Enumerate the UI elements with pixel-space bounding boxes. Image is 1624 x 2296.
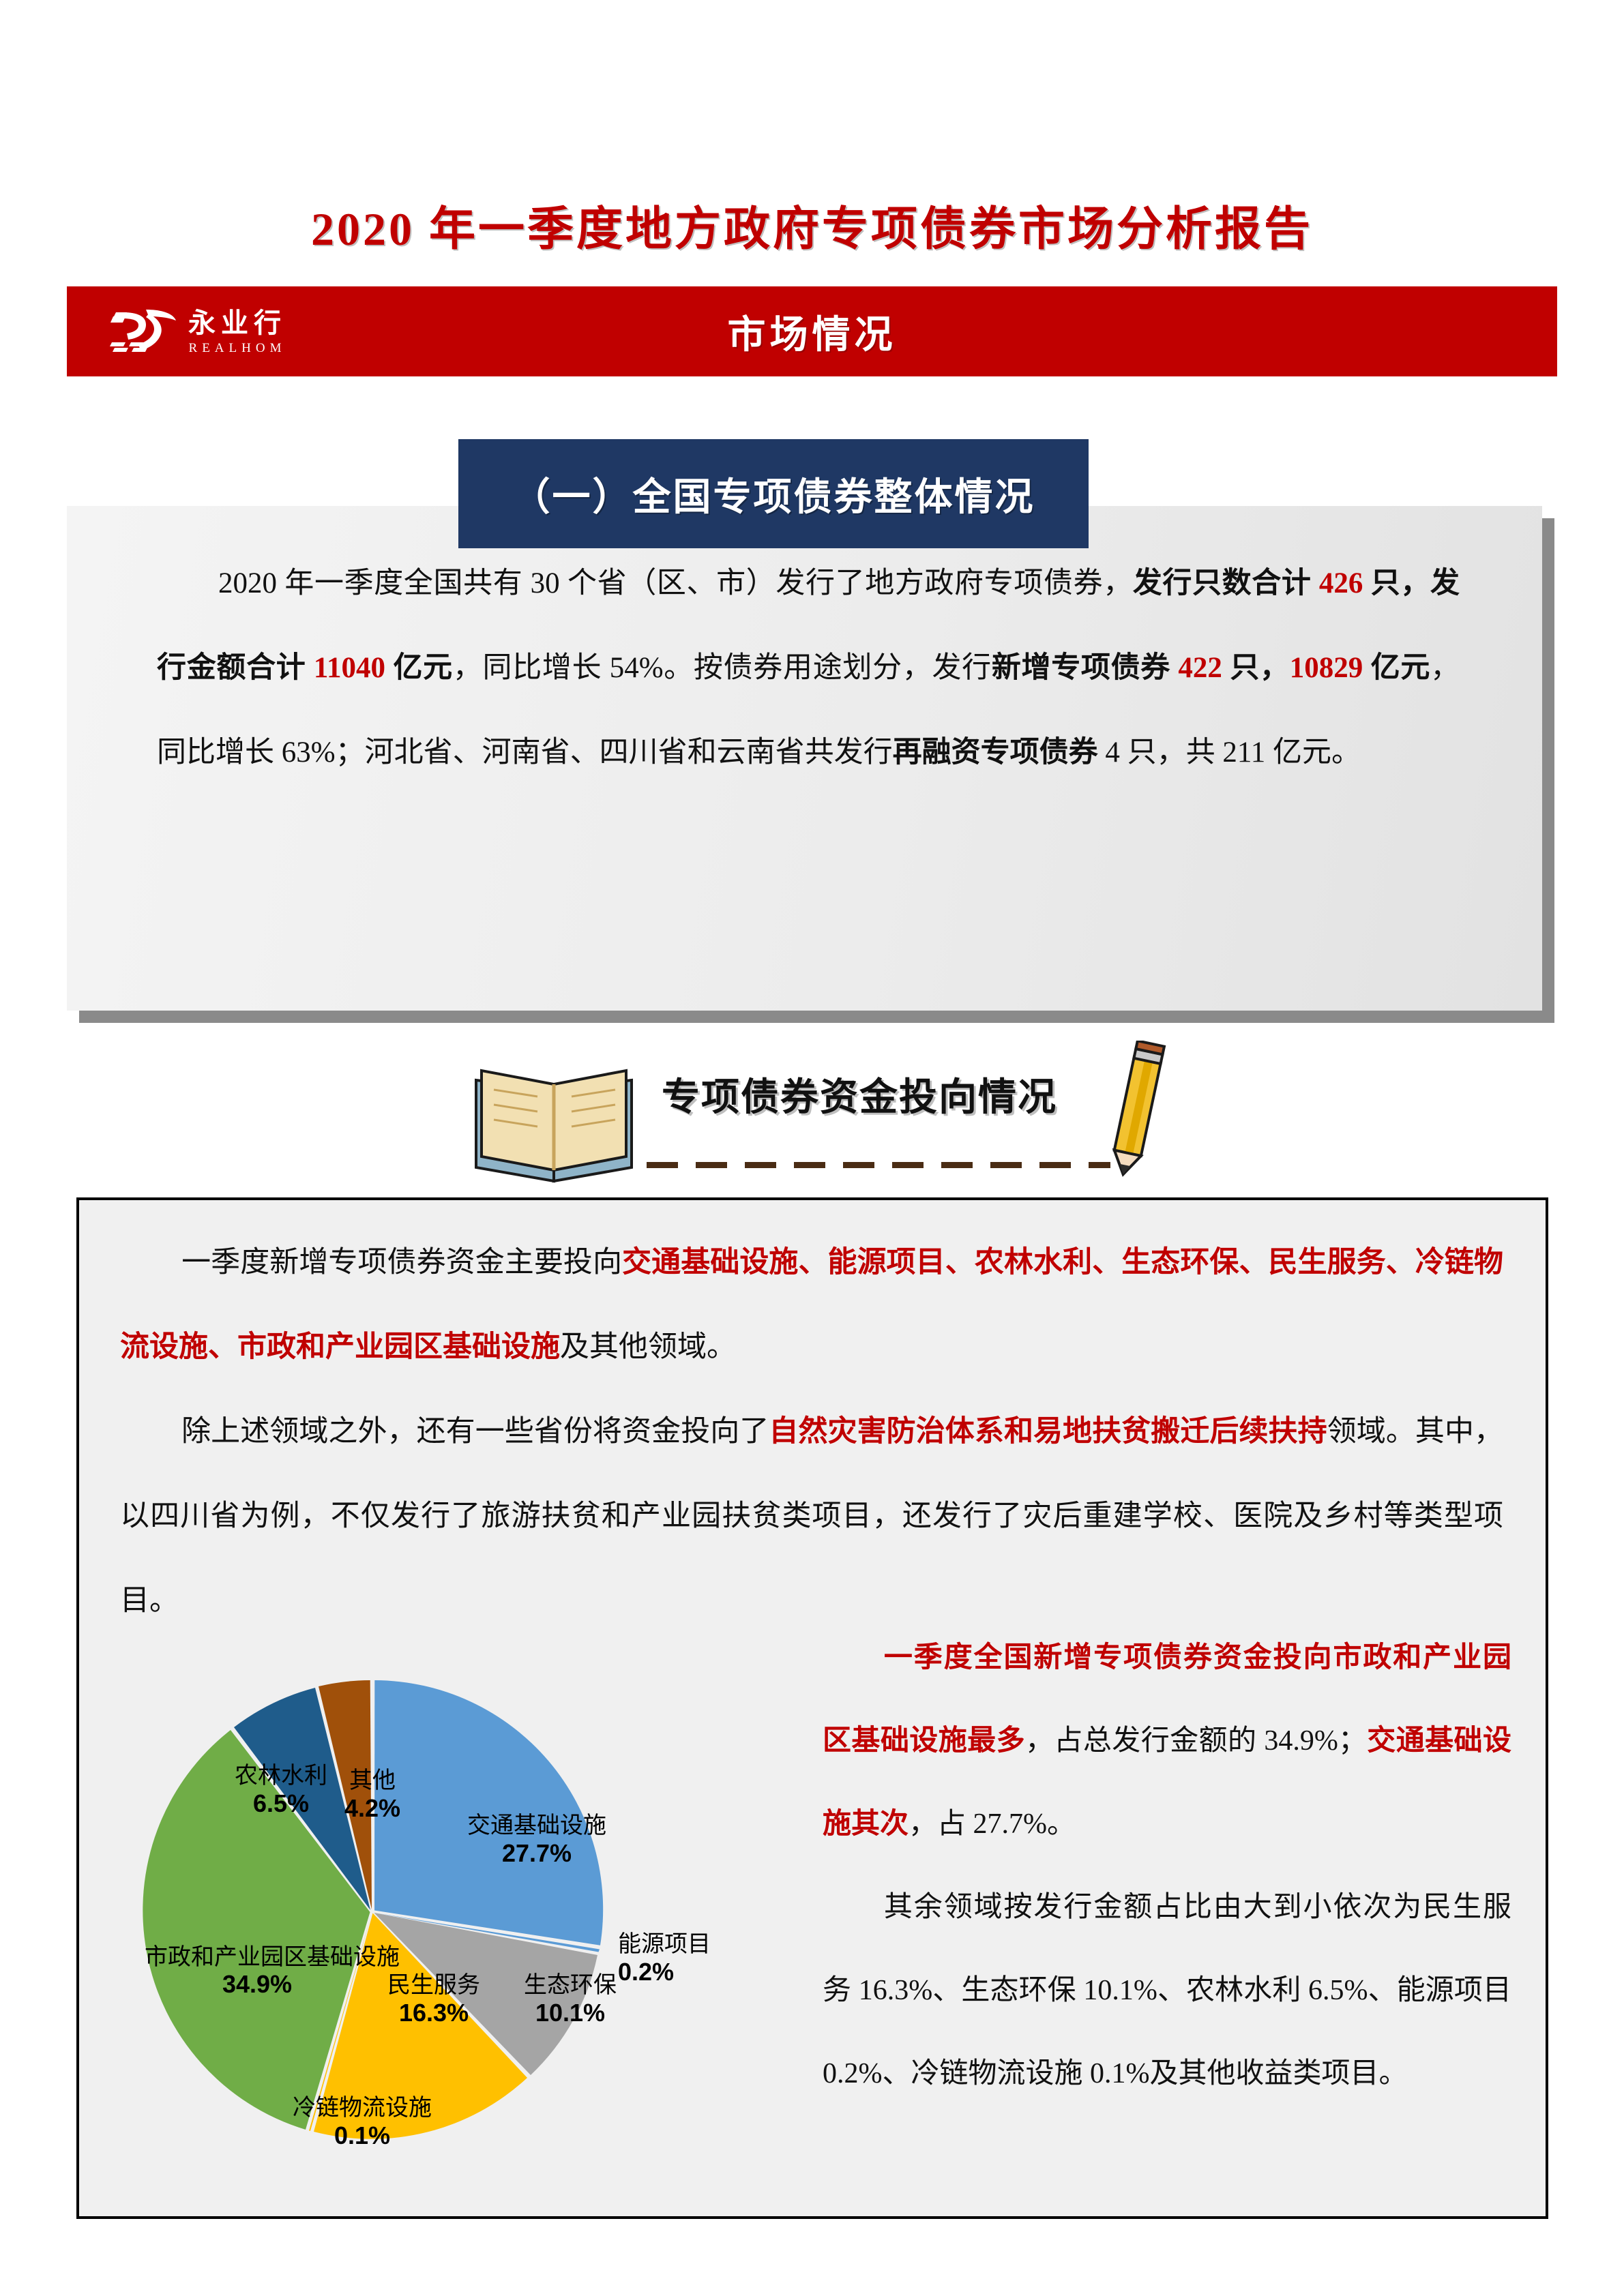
commentary-paragraph-2: 其余领域按发行金额占比由大到小依次为民生服务 16.3%、生态环保 10.1%、…	[823, 1866, 1511, 2115]
text-run: 一季度新增专项债券资金主要投向	[181, 1247, 623, 1279]
second-allocation-highlight: 交通基础设施其次	[823, 1725, 1511, 1840]
text-run-bold: 发行只数合计	[1132, 567, 1319, 599]
chart-commentary: 一季度全国新增专项债券资金投向市政和产业园区基础设施最多，占总发行金额的 34.…	[823, 1616, 1511, 2115]
fund-allocation-pie-chart: 交通基础设施 27.7% 能源项目 0.2% 生态环保 10.1% 民生服务 1…	[79, 1637, 775, 2196]
section-one-heading-label: （一）全国专项债券整体情况	[512, 476, 1035, 519]
section-two-heading: 专项债券资金投向情况	[464, 1041, 1187, 1184]
section-one-panel: 2020 年一季度全国共有 30 个省（区、市）发行了地方政府专项债券，发行只数…	[67, 506, 1542, 1011]
text-run-bold: 新增专项债券	[991, 652, 1179, 684]
extra-fields-highlight: 自然灾害防治体系和易地扶贫搬迁后续扶持	[769, 1416, 1327, 1448]
pie-slice-label-transport: 交通基础设施 27.7%	[424, 1813, 649, 1867]
section-two-body: 一季度新增专项债券资金主要投向交通基础设施、能源项目、农林水利、生态环保、民生服…	[120, 1221, 1503, 1643]
pie-slice-value: 6.5%	[252, 1789, 310, 1817]
pie-slice-name: 生态环保	[524, 1972, 617, 1998]
section-banner: 市场情况 永业行 REALHOM	[67, 286, 1557, 376]
new-bond-count-value: 422	[1178, 652, 1222, 684]
text-run: 除上述领域之外，还有一些省份将资金投向了	[181, 1416, 769, 1448]
pie-slice-name: 能源项目	[618, 1931, 711, 1957]
heading-dashed-underline	[647, 1162, 1110, 1168]
open-book-icon	[475, 1069, 633, 1183]
pie-slice-name: 农林水利	[235, 1763, 327, 1789]
pie-slice-value: 27.7%	[501, 1838, 572, 1867]
text-run: ，占总发行金额的 34.9%；	[1025, 1725, 1367, 1757]
logo-chinese-name: 永业行	[188, 308, 286, 338]
section-two-heading-label: 专项债券资金投向情况	[662, 1077, 1057, 1119]
text-run: ，同比增长 63%；河北省、河南省、四川省和云南省共发行	[157, 652, 1460, 769]
section-two-panel: 一季度新增专项债券资金主要投向交通基础设施、能源项目、农林水利、生态环保、民生服…	[76, 1197, 1548, 2219]
pie-slice-label-other: 其他 4.2%	[325, 1768, 420, 1822]
issue-amount-value: 11040	[313, 652, 386, 684]
pie-slice-name: 其他	[349, 1768, 396, 1793]
section-one-heading: （一）全国专项债券整体情况	[458, 439, 1089, 548]
pie-slice-label-energy: 能源项目 0.2%	[618, 1931, 795, 1986]
realhom-mark-icon	[110, 310, 176, 352]
section-one-paragraph: 2020 年一季度全国共有 30 个省（区、市）发行了地方政府专项债券，发行只数…	[157, 541, 1460, 795]
pie-slice-label-agriculture: 农林水利 6.5%	[213, 1763, 349, 1817]
fund-fields-highlight: 交通基础设施、能源项目、农林水利、生态环保、民生服务、冷链物流设施、市政和产业园…	[120, 1247, 1504, 1363]
pie-slice-label-coldchain: 冷链物流设施 0.1%	[250, 2095, 475, 2149]
text-run-bold: 只，	[1222, 652, 1290, 684]
pie-slice-value: 16.3%	[398, 1998, 469, 2027]
pie-chart-svg	[143, 1680, 604, 2139]
text-run-bold: 发行金额合计	[157, 567, 1460, 684]
text-run: ，同比增长 54%。按债券用途划分，发行	[452, 652, 992, 684]
pie-slice-name: 交通基础设施	[467, 1813, 606, 1838]
pie-slice-name: 民生服务	[387, 1972, 480, 1998]
logo-wordmark: 永业行 REALHOM	[188, 310, 286, 355]
pie-slice-value: 34.9%	[222, 1970, 293, 1999]
fund-direction-paragraph: 一季度新增专项债券资金主要投向交通基础设施、能源项目、农林水利、生态环保、民生服…	[120, 1221, 1503, 1390]
text-run: 及其他领域。	[560, 1331, 736, 1363]
pie-slice-name: 市政和产业园区基础设施	[145, 1944, 400, 1970]
pie-slice-value: 0.2%	[618, 1957, 675, 1986]
text-run-bold: 亿元	[1363, 652, 1431, 684]
pie-slice-name: 冷链物流设施	[293, 2095, 432, 2121]
text-run: 4 只，共 211 亿元。	[1097, 736, 1361, 769]
text-run-bold: 再融资专项债券	[892, 736, 1098, 769]
text-run: 其余领域按发行金额占比由大到小依次为民生服务 16.3%、生态环保 10.1%、…	[823, 1892, 1511, 2089]
text-run-bold: 亿元	[385, 652, 453, 684]
banner-title: 市场情况	[727, 314, 897, 357]
pencil-icon	[1112, 1041, 1166, 1177]
new-bond-amount-value: 10829	[1289, 652, 1363, 684]
pie-slice-value: 10.1%	[535, 1998, 606, 2027]
logo-english-name: REALHOM	[188, 341, 286, 355]
pie-slice-label-municipal: 市政和产业园区基础设施 34.9%	[145, 1944, 400, 1999]
commentary-paragraph-1: 一季度全国新增专项债券资金投向市政和产业园区基础设施最多，占总发行金额的 34.…	[823, 1616, 1511, 1866]
top-allocation-highlight: 一季度全国新增专项债券资金投向市政和产业园区基础设施最多	[823, 1642, 1511, 1757]
pie-slice-value: 0.1%	[334, 2121, 391, 2149]
pie-slice-label-livelihood: 民生服务 16.3%	[362, 1972, 505, 2027]
text-run: 2020 年一季度全国共有 30 个省（区、市）发行了地方政府专项债券，	[218, 567, 1133, 599]
page-title: 2020 年一季度地方政府专项债券市场分析报告	[310, 203, 1313, 255]
company-logo: 永业行 REALHOM	[108, 300, 333, 364]
text-run: 领域。其中，以四川省为例，不仅发行了旅游扶贫和产业园扶贫类项目，还发行了灾后重建…	[120, 1416, 1504, 1617]
pie-slice-value: 4.2%	[344, 1793, 401, 1822]
pie-slice-label-ecology: 生态环保 10.1%	[495, 1972, 645, 2027]
issue-count-value: 426	[1318, 567, 1363, 599]
additional-fields-paragraph: 除上述领域之外，还有一些省份将资金投向了自然灾害防治体系和易地扶贫搬迁后续扶持领…	[120, 1390, 1503, 1643]
text-run: ，占 27.7%。	[909, 1808, 1076, 1840]
text-run-bold: 只，	[1363, 567, 1431, 599]
